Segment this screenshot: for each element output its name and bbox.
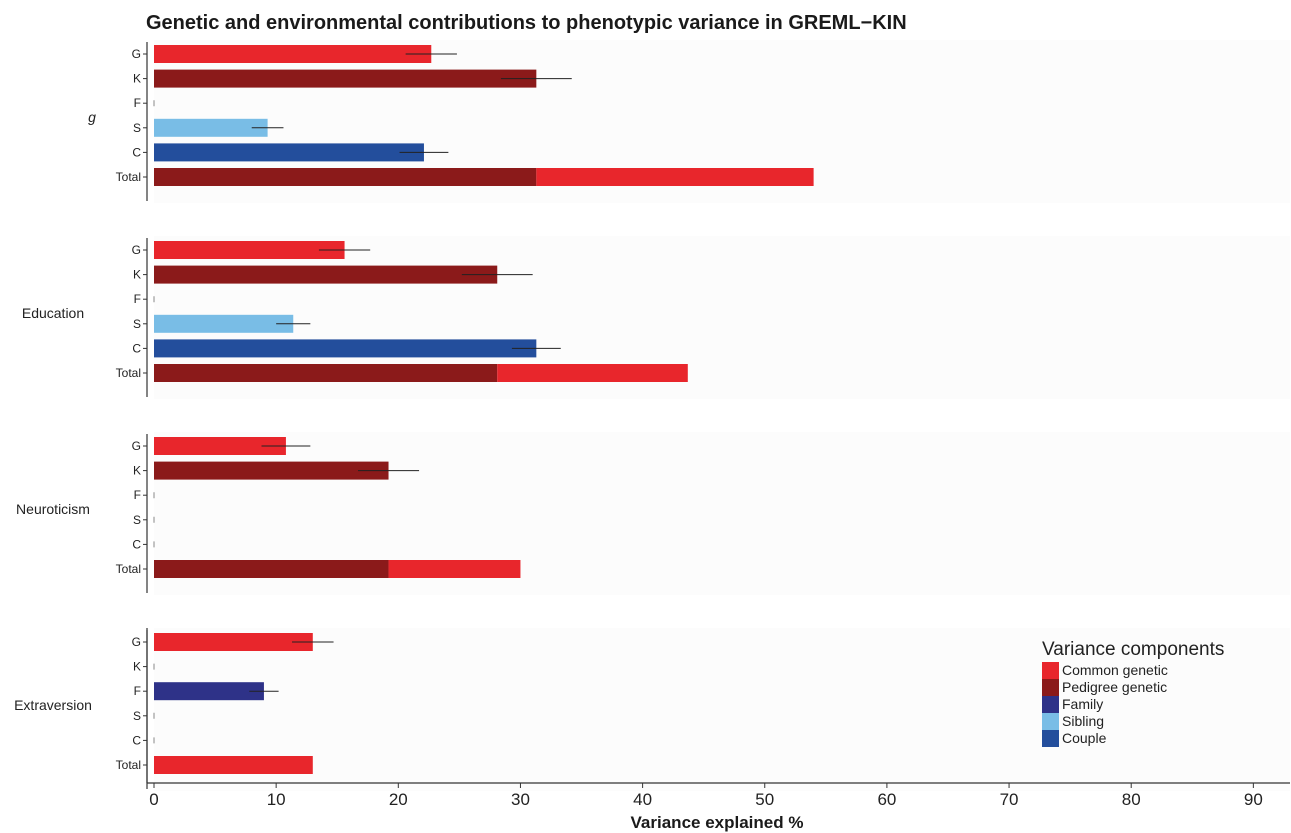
row-label: G — [132, 47, 141, 61]
legend-label: Family — [1062, 696, 1103, 712]
row-label: C — [132, 537, 141, 551]
row-label: Total — [116, 758, 141, 772]
bar-total-pedigree — [154, 168, 537, 186]
bar-S — [154, 314, 294, 333]
row-label: F — [134, 488, 141, 502]
row-label: G — [132, 635, 141, 649]
row-label: S — [133, 121, 141, 135]
x-tick-label: 30 — [511, 790, 530, 809]
panels: gGKFSCTotalEducationGKFSCTotalNeuroticis… — [14, 40, 1290, 791]
row-label: F — [134, 684, 141, 698]
x-tick-label: 70 — [1000, 790, 1019, 809]
bar-F — [154, 682, 264, 701]
panel-label: g — [88, 109, 96, 125]
row-label: K — [133, 72, 141, 86]
panel-label: Extraversion — [14, 697, 92, 713]
x-tick-label: 90 — [1244, 790, 1263, 809]
bar-S — [154, 118, 268, 137]
row-label: F — [134, 292, 141, 306]
legend-swatch — [1042, 730, 1059, 747]
legend-item: Couple — [1042, 730, 1107, 747]
bar-G — [154, 633, 313, 651]
row-label: G — [132, 439, 141, 453]
chart-title: Genetic and environmental contributions … — [146, 12, 907, 34]
legend-swatch — [1042, 713, 1059, 730]
bar-total-common — [388, 560, 521, 578]
bar-total-common — [154, 756, 313, 774]
legend-label: Common genetic — [1062, 662, 1168, 678]
legend-item: Family — [1042, 696, 1103, 713]
legend-label: Couple — [1062, 730, 1107, 746]
panel-label: Education — [22, 305, 84, 321]
bar-K — [154, 69, 537, 88]
row-label: S — [133, 513, 141, 527]
row-label: F — [134, 96, 141, 110]
legend-swatch — [1042, 679, 1059, 696]
row-label: C — [132, 145, 141, 159]
row-label: K — [133, 464, 141, 478]
legend-swatch — [1042, 696, 1059, 713]
legend-item: Sibling — [1042, 713, 1104, 730]
bar-total-pedigree — [154, 560, 389, 578]
x-tick-label: 0 — [149, 790, 158, 809]
x-tick-label: 80 — [1122, 790, 1141, 809]
row-label: Total — [116, 562, 141, 576]
x-axis-label: Variance explained % — [631, 813, 804, 832]
bar-K — [154, 265, 498, 284]
legend: Variance components Common geneticPedigre… — [1042, 639, 1224, 747]
bar-total-common — [497, 364, 688, 382]
bar-G — [154, 45, 432, 63]
x-tick-label: 40 — [633, 790, 652, 809]
legend-item: Pedigree genetic — [1042, 679, 1167, 696]
legend-item: Common genetic — [1042, 662, 1168, 679]
x-tick-label: 60 — [877, 790, 896, 809]
row-label: S — [133, 709, 141, 723]
bar-C — [154, 339, 537, 358]
x-axis: 0 10 20 30 40 50 60 70 80 90 — [146, 628, 1290, 809]
legend-label: Pedigree genetic — [1062, 679, 1167, 695]
x-tick-label: 20 — [389, 790, 408, 809]
x-tick-label: 50 — [755, 790, 774, 809]
x-tick-label: 10 — [267, 790, 286, 809]
row-label: Total — [116, 170, 141, 184]
legend-label: Sibling — [1062, 713, 1104, 729]
bar-G — [154, 437, 286, 455]
bar-K — [154, 461, 389, 480]
row-label: K — [133, 660, 141, 674]
bar-total-pedigree — [154, 364, 498, 382]
legend-swatch — [1042, 662, 1059, 679]
bar-total-common — [536, 168, 814, 186]
bar-C — [154, 143, 424, 162]
row-label: Total — [116, 366, 141, 380]
row-label: C — [132, 341, 141, 355]
bar-G — [154, 241, 345, 259]
row-label: C — [132, 733, 141, 747]
row-label: S — [133, 317, 141, 331]
row-label: G — [132, 243, 141, 257]
panel-background — [154, 628, 1290, 791]
row-label: K — [133, 268, 141, 282]
legend-title: Variance components — [1042, 639, 1224, 660]
panel-label: Neuroticism — [16, 501, 90, 517]
